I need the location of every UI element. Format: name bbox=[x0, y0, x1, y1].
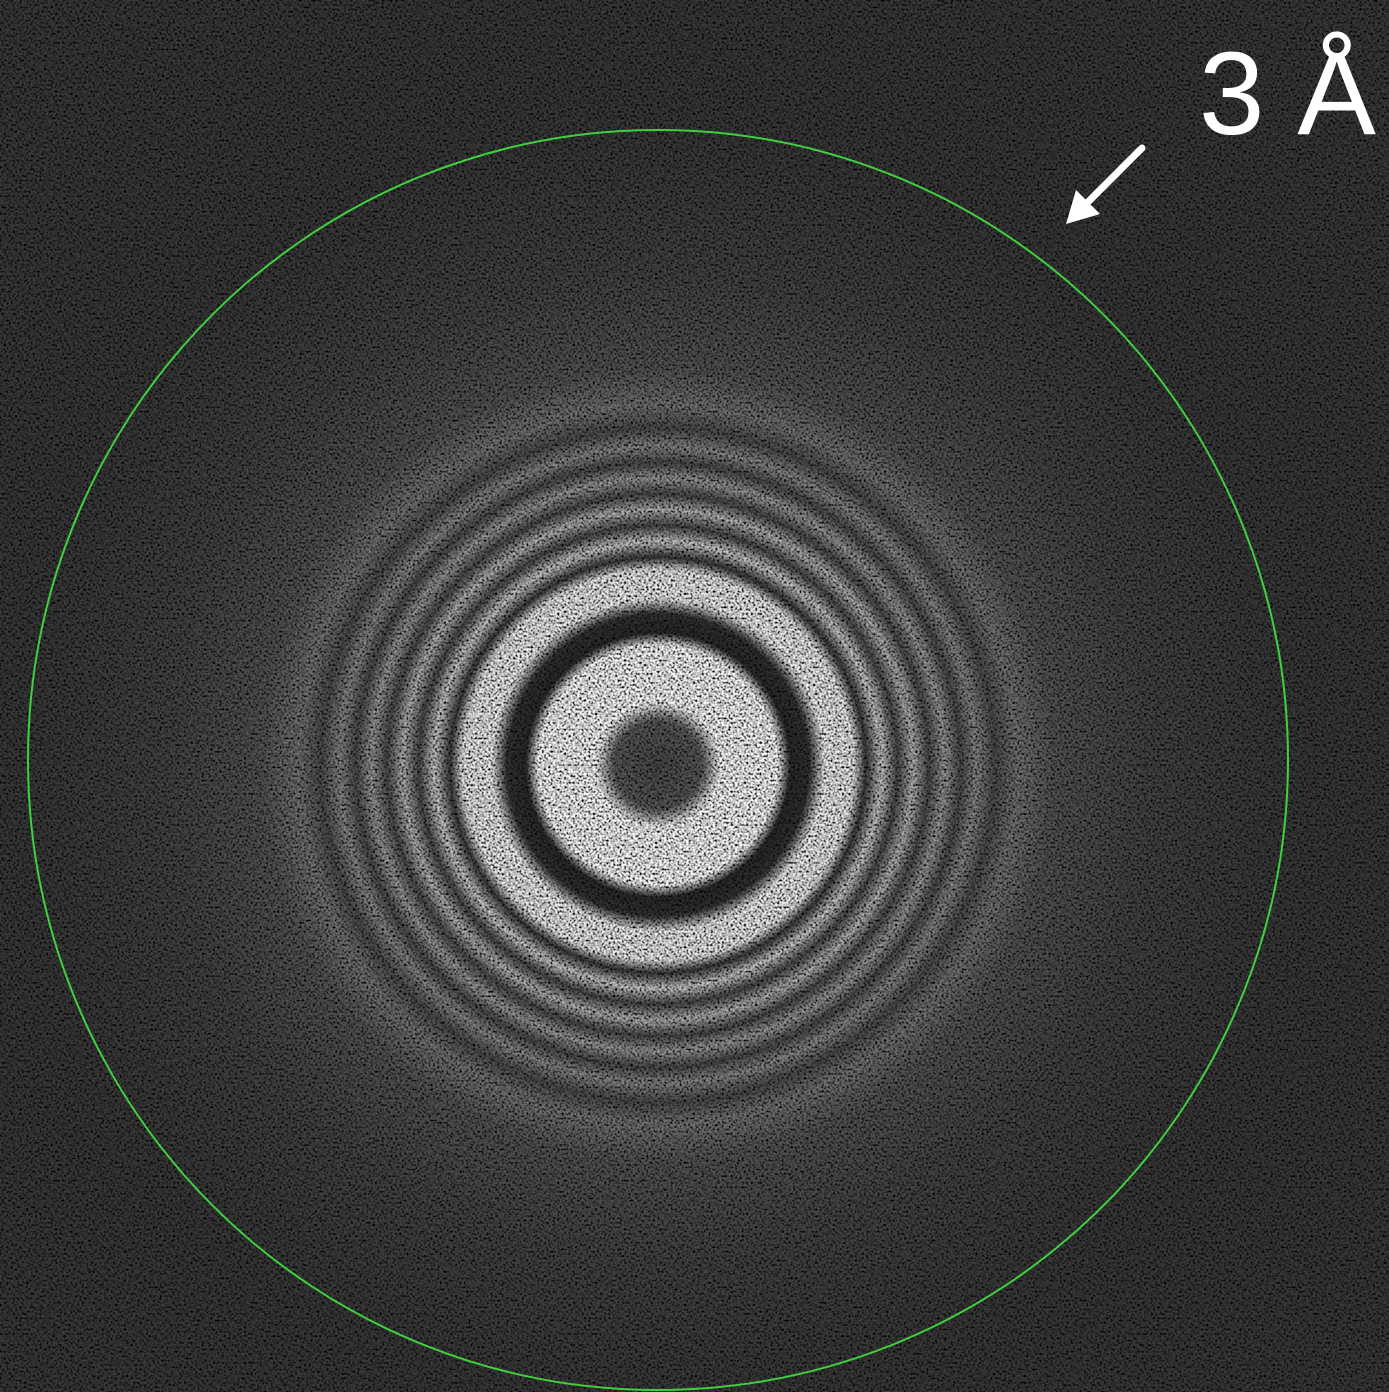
resolution-label: 3 Å bbox=[1199, 28, 1376, 160]
arrow-shaft bbox=[1080, 144, 1146, 210]
arrow-head bbox=[1066, 190, 1100, 224]
resolution-circle bbox=[27, 129, 1289, 1391]
